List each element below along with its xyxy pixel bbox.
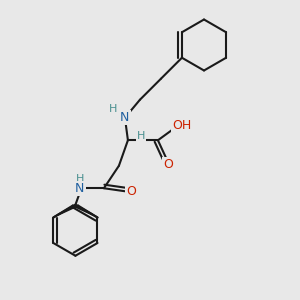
Text: H: H bbox=[109, 104, 117, 114]
Text: O: O bbox=[126, 185, 136, 198]
Text: N: N bbox=[120, 111, 130, 124]
Text: H: H bbox=[137, 131, 146, 141]
Text: N: N bbox=[75, 182, 85, 195]
Text: H: H bbox=[76, 174, 84, 184]
Text: O: O bbox=[164, 158, 173, 171]
Text: OH: OH bbox=[172, 119, 191, 132]
